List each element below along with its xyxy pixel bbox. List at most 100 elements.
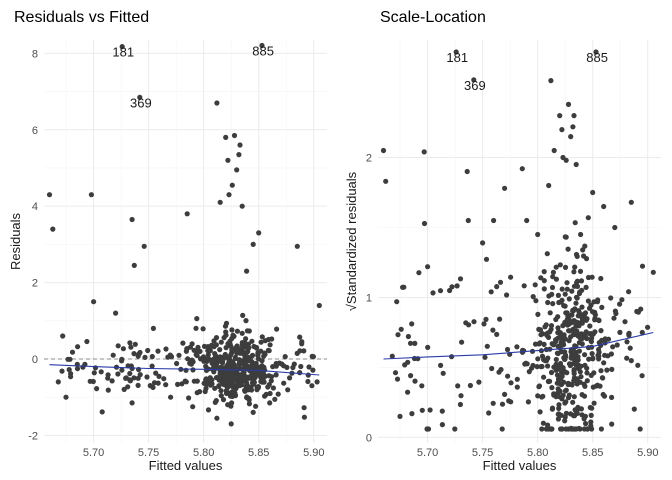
- data-point: [579, 304, 585, 310]
- data-point: [508, 399, 514, 405]
- data-point: [395, 332, 401, 338]
- data-point: [548, 326, 554, 332]
- data-point: [491, 217, 497, 224]
- data-point: [301, 405, 307, 411]
- data-point: [458, 393, 464, 399]
- data-point: [596, 317, 602, 323]
- data-point: [244, 328, 250, 334]
- data-point: [269, 374, 275, 380]
- data-point: [409, 321, 415, 327]
- data-point: [246, 358, 252, 364]
- data-point: [197, 389, 203, 395]
- outlier-label: 885: [586, 50, 608, 65]
- data-point: [559, 340, 565, 346]
- data-point: [555, 376, 562, 382]
- data-point: [562, 319, 568, 325]
- data-point: [564, 286, 570, 292]
- data-point: [190, 367, 196, 373]
- data-point: [612, 224, 618, 231]
- data-point: [259, 42, 265, 49]
- data-point: [394, 299, 400, 305]
- data-point: [383, 178, 389, 184]
- data-point: [505, 373, 511, 379]
- data-point: [608, 351, 615, 357]
- data-point: [194, 316, 200, 322]
- data-point: [589, 405, 595, 411]
- data-point: [131, 262, 137, 268]
- data-point: [546, 182, 552, 189]
- data-point: [530, 294, 536, 300]
- data-point: [584, 316, 590, 322]
- panel-title: Scale-Location: [380, 9, 486, 26]
- data-point: [514, 376, 520, 382]
- data-point: [188, 361, 194, 367]
- data-point: [67, 356, 73, 362]
- data-point: [221, 335, 227, 341]
- data-point: [576, 425, 582, 432]
- data-point: [605, 336, 612, 342]
- data-point: [571, 371, 577, 377]
- data-point: [186, 395, 192, 401]
- data-point: [560, 370, 566, 376]
- data-point: [142, 354, 148, 360]
- data-point: [174, 360, 180, 367]
- data-point: [490, 327, 496, 333]
- data-point: [398, 326, 404, 332]
- data-point: [228, 421, 234, 427]
- data-point: [425, 344, 431, 350]
- data-point: [405, 359, 411, 365]
- data-point: [550, 342, 557, 348]
- data-point: [609, 421, 615, 427]
- data-point: [260, 379, 266, 385]
- x-tick-label: 5.80: [527, 447, 548, 459]
- data-point: [541, 286, 547, 292]
- data-point: [250, 241, 256, 247]
- data-point: [453, 49, 459, 55]
- data-point: [577, 369, 583, 375]
- data-point: [578, 231, 584, 238]
- data-point: [409, 411, 415, 417]
- data-point: [225, 341, 231, 347]
- data-point: [194, 352, 200, 359]
- data-point: [236, 152, 242, 158]
- data-point: [577, 268, 584, 274]
- data-point: [145, 347, 151, 354]
- data-point: [150, 325, 156, 331]
- data-point: [564, 370, 570, 376]
- data-point: [131, 351, 137, 357]
- data-point: [586, 356, 592, 362]
- data-point: [239, 340, 245, 346]
- data-point: [490, 400, 496, 406]
- data-point: [558, 381, 565, 388]
- data-point: [207, 357, 213, 363]
- data-point: [229, 182, 235, 188]
- data-point: [591, 400, 597, 406]
- data-point: [564, 280, 570, 286]
- data-point: [519, 166, 525, 172]
- data-point: [561, 332, 567, 338]
- data-point: [449, 354, 455, 360]
- data-point: [537, 409, 543, 415]
- data-point: [546, 293, 552, 299]
- data-point: [407, 340, 414, 346]
- data-point: [234, 167, 240, 173]
- data-point: [167, 352, 173, 358]
- data-point: [232, 356, 238, 362]
- data-point: [119, 358, 125, 364]
- data-point: [261, 350, 268, 356]
- data-point: [147, 383, 153, 389]
- data-point: [563, 410, 570, 416]
- data-point: [301, 348, 307, 354]
- data-point: [538, 275, 544, 281]
- data-point: [439, 408, 445, 414]
- data-point: [243, 336, 249, 342]
- data-point: [532, 282, 538, 288]
- data-point: [156, 373, 162, 379]
- data-point: [128, 344, 134, 350]
- x-tick-label: 5.90: [303, 447, 324, 459]
- data-point: [275, 391, 281, 397]
- data-point: [55, 379, 61, 385]
- data-point: [452, 426, 458, 432]
- data-point: [243, 383, 249, 389]
- data-point: [545, 422, 551, 428]
